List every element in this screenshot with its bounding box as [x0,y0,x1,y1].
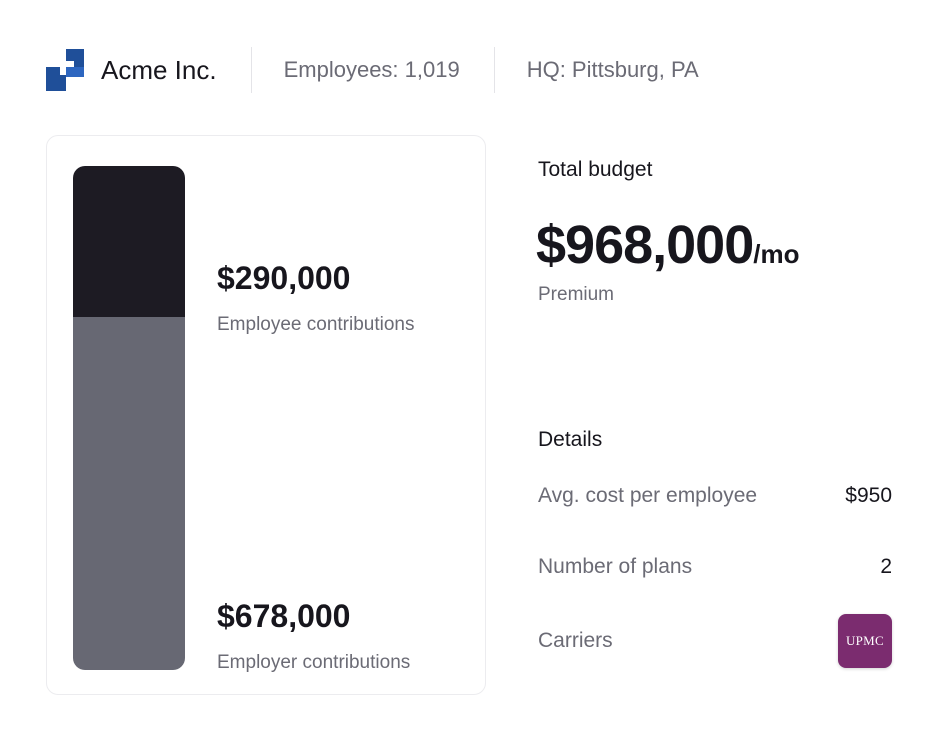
total-budget-subtitle: Premium [538,284,615,305]
detail-value: $950 [845,484,892,507]
upmc-carrier-logo: UPMC [838,614,892,668]
header-divider [493,47,495,93]
employee-contribution-segment [73,166,185,317]
detail-label: Avg. cost per employee [538,484,758,507]
contributions-card: $290,000 Employee contributions $678,000… [46,135,486,695]
employer-contribution-segment [73,317,185,670]
acme-logo-icon [46,49,84,91]
detail-value: 2 [880,555,892,578]
total-budget-amount: $968,000/mo [536,214,799,276]
employee-count: Employees: 1,019 [283,57,460,82]
detail-label: Number of plans [538,555,693,578]
employee-contribution-amount: $290,000 [217,260,351,296]
company-header: Acme Inc. Employees: 1,019 HQ: Pittsburg… [46,46,699,94]
total-budget-unit: /mo [753,239,800,269]
employee-contribution-label: Employee contributions [217,314,415,335]
detail-label: Carriers [538,629,613,652]
detail-row-carriers: Carriers UPMC [538,614,892,668]
total-budget-title: Total budget [538,158,653,181]
headquarters: HQ: Pittsburg, PA [526,57,699,82]
detail-row-plan-count: Number of plans 2 [538,555,892,579]
header-divider [250,47,252,93]
detail-row-avg-cost: Avg. cost per employee $950 [538,484,892,508]
employer-contribution-label: Employer contributions [217,652,411,673]
details-title: Details [538,428,603,451]
carrier-logo-text: UPMC [845,633,885,648]
total-budget-value: $968,000 [536,215,754,275]
company-name: Acme Inc. [101,54,217,85]
contribution-bar [73,166,185,670]
employer-contribution-amount: $678,000 [217,598,351,634]
